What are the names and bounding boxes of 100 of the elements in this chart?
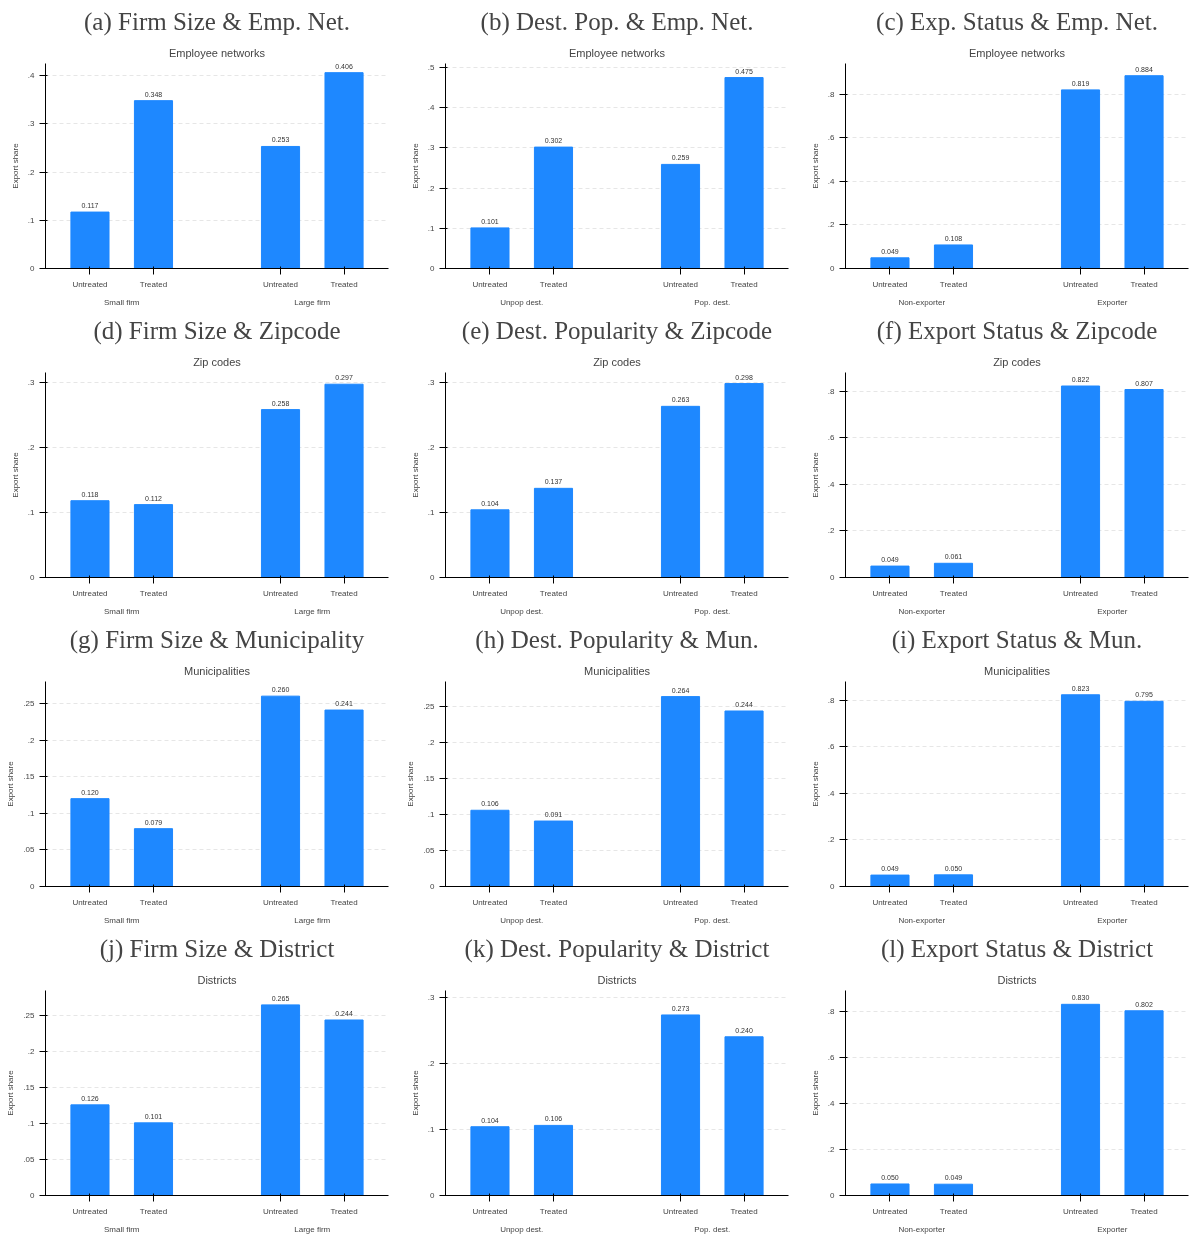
y-tick-label: 0 [830,573,836,582]
y-tick-label: .6 [827,742,836,752]
y-tick-label: .2 [427,442,436,452]
chart-title: (d) Firm Size & Zipcode [93,316,341,345]
x-tick-label: Treated [730,1206,758,1216]
x-tick-label: Untreated [662,1206,699,1216]
x-tick-label: Treated [1130,897,1158,907]
y-tick-label: .05 [423,846,436,856]
x-tick-label: Treated [939,1206,968,1216]
chart-subtitle: Districts [597,973,638,986]
chart-subtitle: Municipalities [183,664,251,677]
text: Exporter [1097,1224,1128,1234]
x-tick-label: Untreated [472,897,508,907]
x-tick-label: Treated [539,897,568,907]
y-tick-label: .15 [23,1083,36,1093]
y-tick-label: .2 [27,1047,36,1057]
text: Unpop dest. [500,915,544,925]
x-tick-label: Untreated [472,279,508,289]
x-tick-label: Untreated [72,897,108,907]
chart-subtitle: Employee networks [569,46,666,59]
chart-title: (j) Firm Size & District [99,934,335,963]
y-tick-label: .4 [827,176,836,186]
y-tick-label: .2 [827,526,836,536]
chart-subtitle: Districts [997,973,1038,986]
x-tick-label: Treated [330,897,358,907]
y-tick-label: .1 [27,215,36,225]
y-tick-label: .05 [23,1155,36,1165]
text: Non-exporter [898,915,946,925]
text: Exporter [1097,915,1128,925]
chart-title: (h) Dest. Popularity & Mun. [475,625,759,654]
y-tick-label: .15 [23,772,36,782]
text: Non-exporter [898,297,946,307]
x-tick-label: Untreated [472,1206,508,1216]
text: Small firm [103,1224,140,1234]
text: Non-exporter [898,1224,946,1234]
y-tick-label: .8 [827,89,836,99]
y-tick-label: .25 [23,698,36,708]
x-tick-label: Untreated [472,588,508,598]
y-tick-label: .8 [827,1006,836,1016]
y-tick-label: .1 [427,223,436,233]
y-tick-label: 0 [30,264,36,273]
x-tick-label: Untreated [262,897,299,907]
y-tick-label: .4 [827,788,836,798]
x-tick-label: Untreated [662,588,699,598]
y-tick-label: .3 [427,377,436,387]
x-tick-label: Untreated [262,1206,299,1216]
y-tick-label: .2 [827,835,836,845]
y-tick-label: .4 [27,71,36,81]
x-tick-label: Treated [139,1206,168,1216]
y-axis-title: Export share [406,760,416,807]
x-tick-label: Treated [330,588,358,598]
chart-title: (c) Exp. Status & Emp. Net. [876,7,1158,36]
text: Large firm [294,606,331,616]
x-tick-label: Treated [730,588,758,598]
y-tick-label: .1 [427,507,436,517]
y-tick-label: .8 [827,386,836,396]
x-tick-label: Untreated [872,588,908,598]
x-tick-label: Untreated [1062,279,1099,289]
x-tick-label: Treated [139,897,168,907]
chart-subtitle: Employee networks [169,46,266,59]
x-tick-label: Untreated [72,279,108,289]
text: Large firm [294,1224,331,1234]
y-tick-label: .15 [423,774,436,784]
x-tick-label: Treated [1130,588,1158,598]
x-tick-label: Treated [139,588,168,598]
y-tick-label: .1 [27,808,36,818]
y-tick-label: .6 [827,433,836,443]
x-tick-label: Untreated [262,279,299,289]
chart-subtitle: Employee networks [969,46,1066,59]
x-tick-label: Treated [730,897,758,907]
x-tick-label: Untreated [662,279,699,289]
text: Pop. dest. [694,915,731,925]
x-tick-label: Treated [1130,279,1158,289]
y-axis-title: Export share [410,142,420,189]
x-tick-label: Treated [939,897,968,907]
y-tick-label: .3 [27,119,36,129]
text: Exporter [1097,606,1128,616]
text: Unpop dest. [500,1224,544,1234]
text: Pop. dest. [694,297,731,307]
chart-title: (g) Firm Size & Municipality [69,625,365,654]
x-tick-label: Treated [539,1206,568,1216]
y-tick-label: .1 [427,1124,436,1134]
x-tick-label: Treated [330,279,358,289]
y-tick-label: .2 [427,1058,436,1068]
y-tick-label: 0 [430,882,436,891]
y-tick-label: .25 [23,1011,36,1021]
y-tick-label: .6 [827,1052,836,1062]
y-tick-label: .5 [427,63,436,73]
x-tick-label: Untreated [872,279,908,289]
y-tick-label: .6 [827,133,836,143]
chart-title: (a) Firm Size & Emp. Net. [84,7,350,36]
x-tick-label: Treated [539,279,568,289]
x-tick-label: Untreated [662,897,699,907]
text: Pop. dest. [694,606,731,616]
y-tick-label: .4 [827,479,836,489]
chart-title: (f) Export Status & Zipcode [876,316,1158,345]
y-axis-title: Export share [810,1069,820,1116]
chart-subtitle: Zip codes [193,355,242,368]
x-tick-label: Untreated [262,588,299,598]
y-tick-label: .3 [27,377,36,387]
